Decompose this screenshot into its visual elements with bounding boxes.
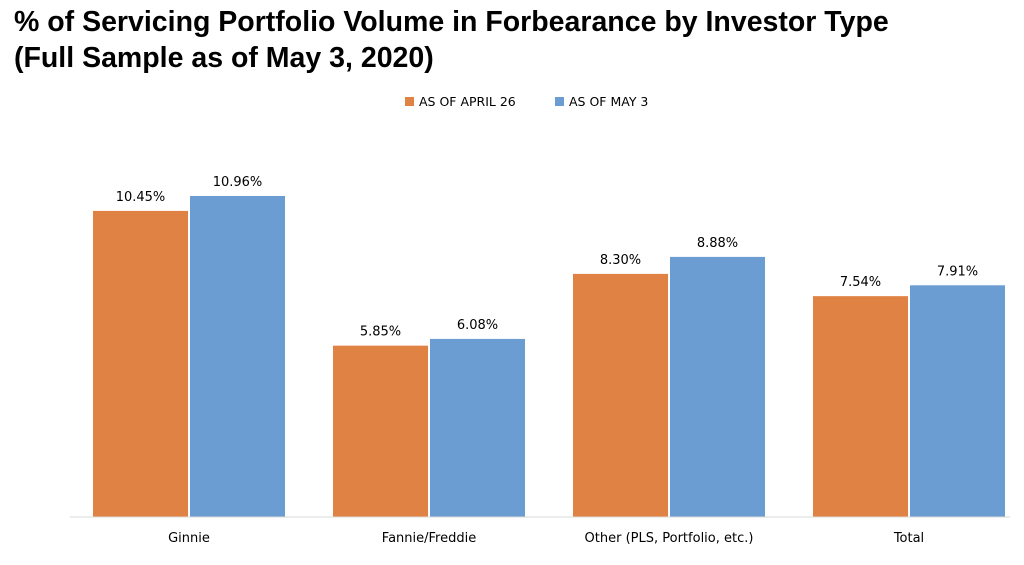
data-label-fannie-freddie-as-of-april-26: 5.85%	[360, 325, 401, 340]
bar-fannie-freddie-as-of-april-26	[333, 345, 428, 517]
bar-fannie-freddie-as-of-may-3	[430, 338, 525, 517]
chart-title: % of Servicing Portfolio Volume in Forbe…	[14, 4, 1014, 76]
bar-ginnie-as-of-april-26	[93, 210, 188, 517]
data-label-other-pls-portfolio-etc-as-of-may-3: 8.88%	[697, 236, 738, 251]
data-label-total-as-of-april-26: 7.54%	[840, 275, 881, 290]
category-labels: Ginnie Fannie/Freddie Other (PLS, Portfoli…	[168, 531, 924, 546]
bar-other-pls-portfolio-etc-as-of-april-26	[573, 273, 668, 517]
category-label-other-pls-portfolio-etc: Other (PLS, Portfolio, etc.)	[585, 531, 754, 546]
legend-label-as-of-april-26: AS OF APRIL 26	[419, 94, 516, 109]
bars	[93, 195, 1005, 518]
bar-other-pls-portfolio-etc-as-of-may-3	[670, 256, 765, 517]
data-label-fannie-freddie-as-of-may-3: 6.08%	[457, 318, 498, 333]
data-label-ginnie-as-of-may-3: 10.96%	[213, 175, 263, 190]
chart-title-line-1: % of Servicing Portfolio Volume in Forbe…	[14, 6, 889, 38]
legend-label-as-of-may-3: AS OF MAY 3	[569, 94, 648, 109]
bar-total-as-of-may-3	[910, 285, 1005, 517]
data-label-ginnie-as-of-april-26: 10.45%	[116, 190, 166, 205]
category-label-ginnie: Ginnie	[168, 531, 210, 546]
legend-swatch-as-of-may-3	[555, 97, 564, 106]
data-label-other-pls-portfolio-etc-as-of-april-26: 8.30%	[600, 253, 641, 268]
category-label-total: Total	[893, 531, 924, 546]
legend: AS OF APRIL 26 AS OF MAY 3	[405, 94, 648, 109]
data-labels: 10.45% 10.96% 5.85% 6.08% 8.30% 8.88% 7.54% 7.9…	[116, 175, 978, 340]
bar-total-as-of-april-26	[813, 296, 908, 517]
data-label-total-as-of-may-3: 7.91%	[937, 264, 978, 279]
bar-ginnie-as-of-may-3	[190, 195, 285, 518]
category-label-fannie-freddie: Fannie/Freddie	[382, 531, 476, 546]
legend-swatch-as-of-april-26	[405, 97, 414, 106]
chart-title-line-2: (Full Sample as of May 3, 2020)	[14, 42, 434, 74]
